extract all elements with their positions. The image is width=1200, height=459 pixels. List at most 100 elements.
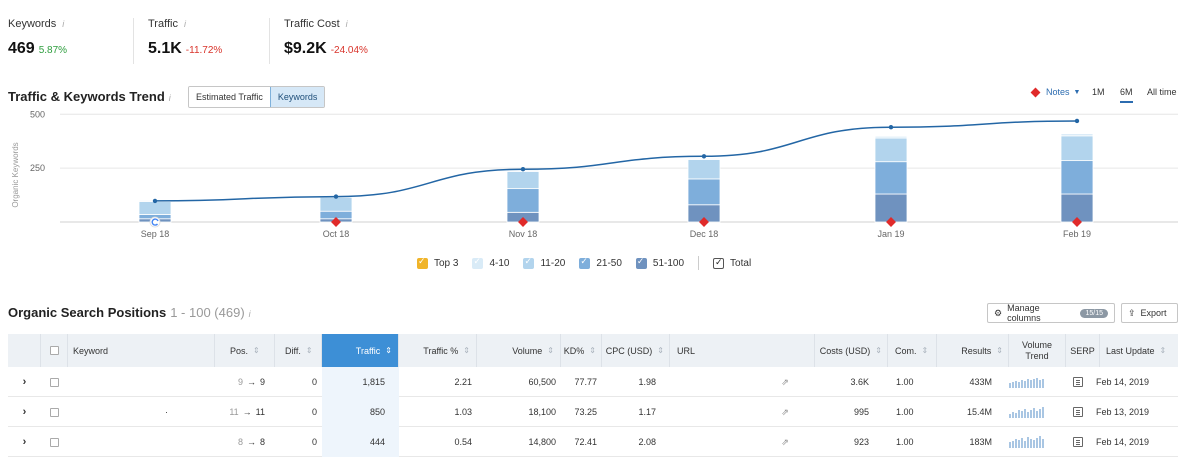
volume-trend-sparkline (1009, 367, 1066, 397)
total-point (333, 194, 339, 199)
legend-4-10[interactable]: 4-10 (472, 256, 509, 269)
external-link-icon[interactable]: ⇗ (781, 406, 789, 417)
expand-chevron-icon[interactable]: › (22, 436, 27, 448)
traffic-pct-cell: 1.03 (454, 407, 472, 417)
keyword-cell[interactable] (68, 427, 168, 457)
serp-icon[interactable] (1066, 367, 1090, 397)
trend-bar (1030, 410, 1032, 418)
sort-icon: ⇕ (305, 346, 313, 355)
period-6m[interactable]: 6M (1120, 87, 1133, 103)
x-tick-label: Jan 19 (877, 229, 904, 239)
col-com[interactable]: Com. ⇕ (888, 334, 937, 367)
period-1m[interactable]: 1M (1092, 87, 1105, 97)
total-point (1074, 118, 1080, 124)
notes-dropdown[interactable]: Notes ▼ (1030, 87, 1080, 97)
bar-4-10 (687, 158, 721, 160)
trend-bar (1018, 440, 1020, 448)
col-volume-trend[interactable]: Volume Trend (1009, 334, 1066, 367)
col-costs[interactable]: Costs (USD) ⇕ (815, 334, 888, 367)
col-traffic-pct[interactable]: Traffic % ⇕ (399, 334, 477, 367)
keyword-cell[interactable]: · (165, 407, 168, 417)
col-pos[interactable]: Pos. ⇕ (215, 334, 275, 367)
table-row[interactable]: › · 11 → 11 0 850 1.03 18,100 73.25 1.17 ⇗ 995 1.00 15… (8, 397, 1178, 427)
expand-chevron-icon[interactable]: › (22, 376, 27, 388)
sort-icon: ⇕ (385, 346, 392, 355)
trend-bar (1009, 414, 1011, 418)
kpi-traffic-cost[interactable]: Traffic Cost i $9.2K -24.04% (284, 18, 414, 64)
costs-cell: 3.6K (850, 377, 869, 387)
col-results[interactable]: Results ⇕ (937, 334, 1009, 367)
total-point (701, 154, 707, 159)
legend-51-100[interactable]: 51-100 (635, 256, 684, 269)
info-icon[interactable]: i (345, 19, 348, 29)
arrow-right-icon: → (242, 407, 252, 417)
col-kd[interactable]: KD% ⇕ (561, 334, 602, 367)
trend-bar (1015, 413, 1017, 418)
col-last-update[interactable]: Last Update ⇕ (1106, 345, 1167, 356)
select-all-checkbox[interactable] (41, 334, 68, 367)
trend-bar (1033, 379, 1035, 388)
expand-chevron-icon[interactable]: › (22, 406, 27, 418)
col-volume[interactable]: Volume ⇕ (477, 334, 561, 367)
cpc-cell: 1.98 (638, 377, 656, 387)
table-header: Keyword Pos. ⇕ Diff. ⇕ Traffic ⇕ Traffic % ⇕… (8, 334, 1178, 367)
row-checkbox[interactable] (41, 427, 68, 457)
info-icon[interactable]: i (168, 93, 171, 103)
period-all-time[interactable]: All time (1147, 87, 1177, 97)
keyword-cell[interactable] (68, 367, 168, 397)
kpi-traffic[interactable]: Traffic i 5.1K -11.72% (148, 18, 270, 64)
kpi-keywords[interactable]: Keywords i 469 5.87% (8, 18, 134, 64)
external-link-icon[interactable]: ⇗ (781, 376, 789, 387)
legend-top3[interactable]: Top 3 (417, 256, 458, 269)
columns-badge: 15/15 (1080, 308, 1108, 318)
com-cell: 1.00 (896, 437, 914, 447)
gear-icon: ⚙ (994, 307, 1003, 318)
col-cpc[interactable]: CPC (USD) ⇕ (602, 334, 670, 367)
trend-chart: Organic Keywords 500 250 Sep 18 Oct 18 Nov 18… (11, 110, 1178, 239)
note-diamond-icon (699, 217, 709, 227)
legend-21-50[interactable]: 21-50 (579, 256, 622, 269)
trend-bar (1021, 411, 1023, 418)
row-checkbox[interactable] (41, 367, 68, 397)
info-icon[interactable]: i (183, 19, 186, 29)
kpi-delta: 5.87% (38, 45, 68, 56)
export-button[interactable]: ⇪ Export (1121, 303, 1178, 323)
trend-bar (1024, 441, 1026, 448)
serp-icon[interactable] (1066, 397, 1090, 427)
external-link-icon[interactable]: ⇗ (781, 436, 789, 447)
info-icon[interactable]: i (248, 309, 251, 319)
checkbox-checked-icon (579, 256, 591, 269)
diff-cell: 0 (311, 437, 317, 447)
serp-icon[interactable] (1066, 427, 1090, 457)
manage-columns-button[interactable]: ⚙ Manage columns 15/15 (987, 303, 1115, 323)
col-traffic[interactable]: Traffic ⇕ (322, 334, 399, 367)
sort-icon: ⇕ (463, 346, 470, 355)
col-url[interactable]: URL (670, 334, 815, 367)
estimated-traffic-button[interactable]: Estimated Traffic (189, 87, 270, 107)
table-row[interactable]: › 8 → 8 0 444 0.54 14,800 72.41 2.08 ⇗ 923 1.00 183M F… (8, 427, 1178, 457)
y-tick-label: 250 (30, 163, 45, 173)
legend-11-20[interactable]: 11-20 (523, 256, 565, 269)
trend-bar (1030, 380, 1032, 388)
trend-bar (1033, 440, 1035, 448)
bar-4-10 (874, 135, 908, 139)
info-icon[interactable]: i (62, 19, 65, 29)
x-tick-label: Oct 18 (323, 229, 350, 239)
col-keyword[interactable]: Keyword (68, 334, 215, 367)
col-diff[interactable]: Diff. ⇕ (275, 334, 322, 367)
legend-total[interactable]: Total (713, 257, 751, 269)
costs-cell: 995 (853, 407, 869, 417)
results-cell: 433M (969, 377, 992, 387)
checkbox-checked-icon (523, 256, 535, 269)
trend-bar (1036, 378, 1038, 388)
chart-legend: Top 3 4-10 11-20 21-50 51-100 Total (417, 256, 765, 270)
traffic-cell: 850 (322, 397, 399, 427)
total-point (888, 125, 894, 130)
table-row[interactable]: › 9 → 9 0 1,815 2.21 60,500 77.77 1.98 ⇗ 3.6K 1.00 43… (8, 367, 1178, 397)
row-checkbox[interactable] (41, 397, 68, 427)
total-point (152, 198, 158, 204)
keywords-button[interactable]: Keywords (269, 87, 325, 107)
col-serp[interactable]: SERP (1066, 334, 1100, 367)
sort-icon: ⇕ (1159, 346, 1167, 355)
note-diamond-icon (886, 217, 896, 227)
